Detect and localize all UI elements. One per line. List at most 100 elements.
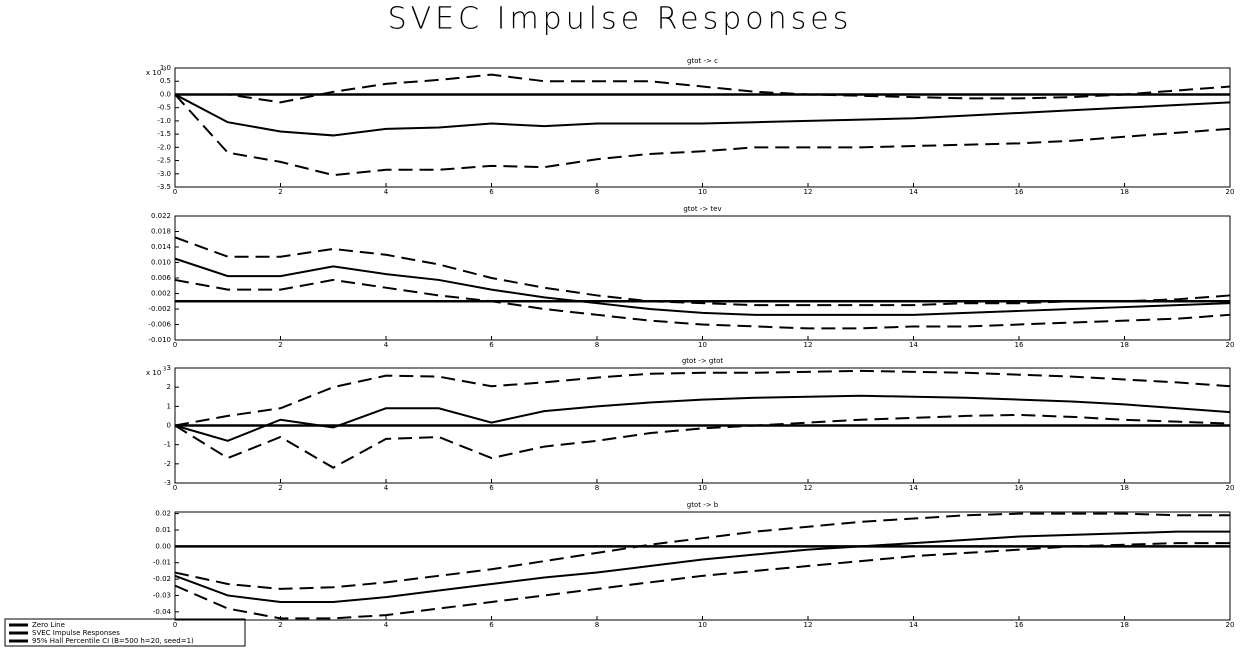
y-tick-label: -1 [164, 441, 171, 449]
x-tick-label: 12 [804, 188, 813, 196]
x-tick-label: 14 [909, 188, 918, 196]
y-tick-label: -2.0 [157, 143, 171, 151]
x-tick-label: 12 [804, 341, 813, 349]
x-tick-label: 16 [1015, 484, 1024, 492]
y-tick-label: -0.01 [153, 559, 171, 567]
x-tick-label: 8 [595, 341, 599, 349]
y-tick-label: 0.018 [151, 228, 171, 236]
panel-title: gtot -> c [687, 57, 718, 65]
y-tick-label: -2 [164, 460, 171, 468]
ci-line [174, 278, 1231, 330]
x-tick-label: 0 [173, 188, 177, 196]
x-tick-label: 6 [489, 341, 494, 349]
x-tick-label: 4 [384, 484, 389, 492]
y-tick-label: 0.006 [151, 274, 172, 282]
x-tick-label: 10 [698, 188, 707, 196]
x-tick-label: 10 [698, 621, 707, 629]
y-tick-label: 3 [167, 364, 171, 372]
y-tick-label: 0.01 [155, 526, 171, 534]
y-tick-label: -2.5 [157, 157, 171, 165]
ci-line [174, 93, 1231, 177]
legend-label: 95% Hall Percentile CI (B=500 h=20, seed… [32, 637, 194, 645]
ci-line [175, 73, 1231, 104]
ci-line [174, 542, 1230, 620]
y-tick-label: -3 [164, 479, 171, 487]
y-tick-label: -0.02 [153, 575, 171, 583]
y-tick-label: -0.5 [157, 104, 171, 112]
y-tick-label: 1.0 [160, 64, 171, 72]
legend-label: Zero Line [32, 621, 65, 629]
y-tick-label: 1 [167, 402, 171, 410]
y-tick-label: -3.0 [157, 170, 171, 178]
x-tick-label: 16 [1015, 341, 1024, 349]
x-tick-label: 2 [278, 341, 282, 349]
y-tick-label: -0.002 [148, 305, 171, 313]
x-tick-label: 4 [384, 621, 389, 629]
x-tick-label: 2 [278, 188, 282, 196]
y-scale-exponent: 3 [163, 67, 166, 73]
x-tick-label: 8 [595, 188, 599, 196]
panel-title: gtot -> b [687, 501, 719, 509]
x-tick-label: 0 [173, 484, 177, 492]
y-tick-label: -3.5 [157, 183, 171, 191]
irf-line [174, 257, 1231, 316]
irf-line [174, 93, 1231, 137]
y-tick-label: 0.0 [160, 90, 171, 98]
x-tick-label: 0 [173, 621, 177, 629]
panel-title: gtot -> tev [683, 205, 721, 213]
x-tick-label: 2 [278, 621, 282, 629]
x-tick-label: 8 [595, 484, 599, 492]
x-tick-label: 12 [804, 621, 813, 629]
x-tick-label: 6 [489, 621, 494, 629]
x-tick-label: 14 [909, 484, 918, 492]
x-tick-label: 10 [698, 484, 707, 492]
irf-line [174, 530, 1230, 603]
x-tick-label: 18 [1120, 188, 1129, 196]
legend-label: SVEC Impulse Responses [32, 629, 120, 637]
x-tick-label: 2 [278, 484, 282, 492]
x-tick-label: 16 [1015, 188, 1024, 196]
y-scale-base: x 10 [146, 369, 161, 377]
plot-frame [174, 215, 1231, 341]
y-tick-label: 0.022 [151, 212, 171, 220]
ci-line [174, 413, 1231, 469]
x-tick-label: 4 [384, 188, 389, 196]
y-tick-label: -1.5 [157, 130, 171, 138]
ci-line [174, 236, 1231, 307]
x-tick-label: 20 [1226, 341, 1235, 349]
x-tick-label: 8 [595, 621, 599, 629]
page-title: SVEC Impulse Responses [388, 2, 853, 37]
y-tick-label: 0.5 [160, 77, 171, 85]
y-scale-base: x 10 [146, 69, 161, 77]
x-tick-label: 16 [1015, 621, 1024, 629]
x-tick-label: 10 [698, 341, 707, 349]
x-tick-label: 14 [909, 341, 918, 349]
x-tick-label: 6 [489, 484, 494, 492]
legend-box [4, 618, 246, 647]
x-tick-label: 20 [1226, 621, 1235, 629]
x-tick-label: 6 [489, 188, 494, 196]
y-tick-label: -0.04 [153, 608, 172, 616]
x-tick-label: 18 [1120, 341, 1129, 349]
x-tick-label: 4 [384, 341, 389, 349]
y-tick-label: -0.03 [153, 591, 171, 599]
y-tick-label: 0.02 [155, 510, 171, 518]
x-tick-label: 20 [1226, 188, 1235, 196]
y-tick-label: 2 [167, 383, 171, 391]
y-tick-label: 0.002 [151, 290, 171, 298]
y-tick-label: 0.010 [151, 259, 171, 267]
y-tick-label: 0.00 [155, 542, 171, 550]
y-tick-label: 0.014 [151, 243, 172, 251]
plot-frame [174, 511, 1231, 621]
x-tick-label: 0 [173, 341, 177, 349]
x-tick-label: 18 [1120, 621, 1129, 629]
y-scale-exponent: 3 [163, 367, 166, 373]
ci-line [174, 512, 1230, 590]
x-tick-label: 18 [1120, 484, 1129, 492]
y-tick-label: -0.006 [148, 321, 171, 329]
x-tick-label: 12 [804, 484, 813, 492]
y-tick-label: -0.010 [148, 336, 171, 344]
y-tick-label: -1.0 [157, 117, 171, 125]
x-tick-label: 20 [1226, 484, 1235, 492]
